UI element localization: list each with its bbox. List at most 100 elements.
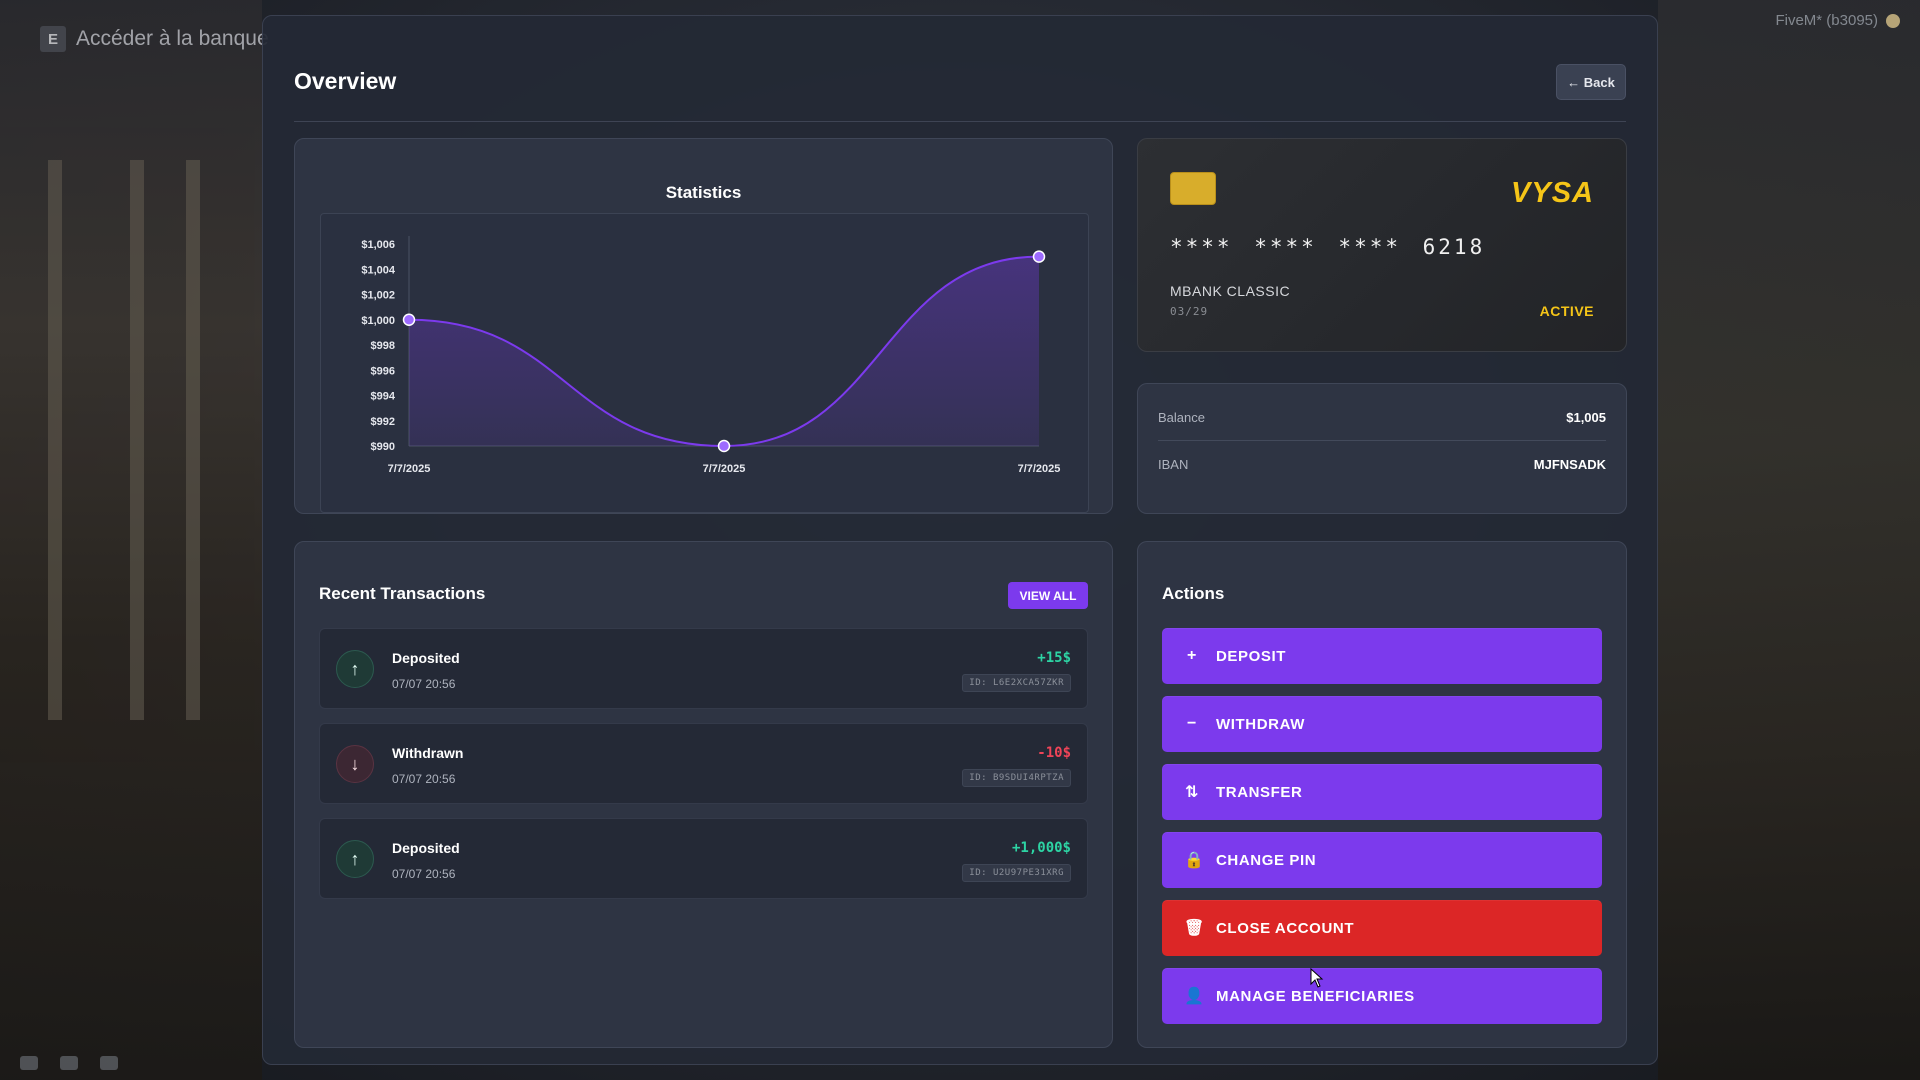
y-tick-label: $1,002 <box>361 290 395 302</box>
transaction-type: Deposited <box>392 840 460 856</box>
water-icon <box>60 1056 78 1070</box>
data-point <box>402 313 416 326</box>
food-icon <box>20 1056 38 1070</box>
y-tick-label: $998 <box>371 340 395 352</box>
lock-icon: 🔒 <box>1184 852 1205 869</box>
balance-chart-svg: $1,006 $1,004 $1,002 $1,000 $998 $996 $994 $992… <box>361 236 1061 475</box>
withdraw-label: WITHDRAW <box>1216 715 1305 733</box>
x-tick-label: 7/7/2025 <box>1018 463 1061 475</box>
balance-chart: $1,006 $1,004 $1,002 $1,000 $998 $996 $994 $992… <box>320 213 1089 513</box>
balance-value: $1,005 <box>1566 410 1606 425</box>
manage-beneficiaries-label: MANAGE BENEFICIARIES <box>1216 987 1415 1005</box>
transaction-type: Deposited <box>392 650 460 666</box>
back-button[interactable]: ← Back <box>1556 64 1626 100</box>
card-number: **** **** **** 6218 <box>1170 235 1486 259</box>
y-tick-label: $1,004 <box>361 264 396 276</box>
transfer-button[interactable]: ⇅ TRANSFER <box>1162 764 1602 820</box>
card-brand: VYSA <box>1511 177 1594 209</box>
actions-card: Actions + DEPOSIT − WITHDRAW ⇅ TRANSFER … <box>1137 541 1627 1048</box>
background-pillar <box>186 160 200 720</box>
bank-panel: Overview ← Back Statistics $1,006 $1,004 $… <box>262 15 1658 1065</box>
iban-label: IBAN <box>1158 456 1189 472</box>
transaction-id: ID: L6E2XCA57ZKR <box>962 674 1071 692</box>
y-tick-label: $1,000 <box>361 315 395 327</box>
action-list: + DEPOSIT − WITHDRAW ⇅ TRANSFER 🔒 CHANGE… <box>1162 628 1602 1036</box>
arrow-up-icon: ↑ <box>336 840 374 878</box>
interaction-hint: E Accéder à la banque <box>40 26 269 52</box>
hud-food <box>20 1056 38 1070</box>
balance-label: Balance <box>1158 410 1205 425</box>
card-expiry: 03/29 <box>1170 305 1209 318</box>
transaction-list: ↑ Deposited 07/07 20:56 +15$ ID: L6E2XCA… <box>319 628 1088 913</box>
deposit-label: DEPOSIT <box>1216 647 1287 665</box>
user-icon: 👤 <box>1184 988 1205 1005</box>
transaction-id: ID: U2U97PE31XRG <box>962 864 1071 882</box>
transaction-item[interactable]: ↑ Deposited 07/07 20:56 +1,000$ ID: U2U9… <box>319 818 1088 899</box>
transfer-icon: ⇅ <box>1184 784 1199 801</box>
change-pin-button[interactable]: 🔒 CHANGE PIN <box>1162 832 1602 888</box>
transaction-amount: +1,000$ <box>1011 840 1071 856</box>
bank-card: VYSA **** **** **** 6218 MBANK CLASSIC 0… <box>1137 138 1627 352</box>
transaction-type: Withdrawn <box>392 745 464 761</box>
close-account-label: CLOSE ACCOUNT <box>1216 919 1355 937</box>
transaction-item[interactable]: ↑ Deposited 07/07 20:56 +15$ ID: L6E2XCA… <box>319 628 1088 709</box>
x-tick-label: 7/7/2025 <box>388 463 431 475</box>
hint-key: E <box>40 26 66 52</box>
view-all-button[interactable]: VIEW ALL <box>1008 582 1088 609</box>
withdraw-button[interactable]: − WITHDRAW <box>1162 696 1602 752</box>
deposit-button[interactable]: + DEPOSIT <box>1162 628 1602 684</box>
transaction-id: ID: B9SDUI4RPTZA <box>962 769 1071 787</box>
panel-header: Overview ← Back <box>294 46 1626 122</box>
transactions-title: Recent Transactions <box>319 584 486 603</box>
statistics-title: Statistics <box>665 183 742 202</box>
page-title: Overview <box>294 68 397 94</box>
transaction-amount: -10$ <box>1037 745 1071 761</box>
statistics-card: Statistics $1,006 $1,004 $1,002 $1,000 $998 $… <box>294 138 1113 514</box>
minus-icon: − <box>1187 715 1197 732</box>
background-pillar <box>48 160 62 720</box>
game-background-right <box>1658 0 1920 1080</box>
y-tick-label: $992 <box>371 416 395 428</box>
fivem-logo-icon <box>1886 13 1900 28</box>
hud-stamina <box>100 1056 118 1070</box>
data-point <box>1032 250 1046 263</box>
hud-water <box>60 1056 78 1070</box>
transaction-date: 07/07 20:56 <box>392 677 456 691</box>
iban-row: IBAN MJFNSADK <box>1158 441 1606 487</box>
series-area <box>409 256 1039 446</box>
fivem-build-tag: FiveM* (b3095) <box>1775 12 1900 29</box>
y-tick-label: $1,006 <box>361 239 395 251</box>
transaction-date: 07/07 20:56 <box>392 867 456 881</box>
card-chip-icon <box>1170 172 1216 205</box>
transaction-amount: +15$ <box>1037 650 1071 666</box>
y-tick-label: $996 <box>371 365 395 377</box>
transfer-label: TRANSFER <box>1216 783 1303 801</box>
iban-value: MJFNSADK <box>1533 456 1606 472</box>
hint-text: Accéder à la banque <box>76 27 269 50</box>
lungs-icon <box>100 1056 118 1070</box>
change-pin-label: CHANGE PIN <box>1216 851 1317 869</box>
fivem-build-text: FiveM* (b3095) <box>1775 12 1878 29</box>
transaction-item[interactable]: ↓ Withdrawn 07/07 20:56 -10$ ID: B9SDUI4… <box>319 723 1088 804</box>
card-status-badge: ACTIVE <box>1539 303 1594 319</box>
close-account-button[interactable]: 🗑 CLOSE ACCOUNT <box>1162 900 1602 956</box>
x-tick-label: 7/7/2025 <box>703 463 746 475</box>
actions-title: Actions <box>1162 584 1225 603</box>
balance-row: Balance $1,005 <box>1158 395 1606 441</box>
y-tick-label: $990 <box>371 441 395 453</box>
recent-transactions-card: Recent Transactions VIEW ALL ↑ Deposited… <box>294 541 1113 1048</box>
y-tick-label: $994 <box>371 391 396 403</box>
trash-icon: 🗑 <box>1184 920 1205 937</box>
plus-icon: + <box>1187 647 1197 664</box>
game-background-left <box>0 0 262 1080</box>
account-info-card: Balance $1,005 IBAN MJFNSADK <box>1137 383 1627 514</box>
mouse-cursor-icon <box>1310 968 1324 988</box>
player-hud <box>20 1056 118 1070</box>
manage-beneficiaries-button[interactable]: 👤 MANAGE BENEFICIARIES <box>1162 968 1602 1024</box>
transaction-date: 07/07 20:56 <box>392 772 456 786</box>
background-pillar <box>130 160 144 720</box>
arrow-up-icon: ↑ <box>336 650 374 688</box>
arrow-down-icon: ↓ <box>336 745 374 783</box>
data-point <box>717 439 731 453</box>
card-type: MBANK CLASSIC <box>1170 283 1291 299</box>
